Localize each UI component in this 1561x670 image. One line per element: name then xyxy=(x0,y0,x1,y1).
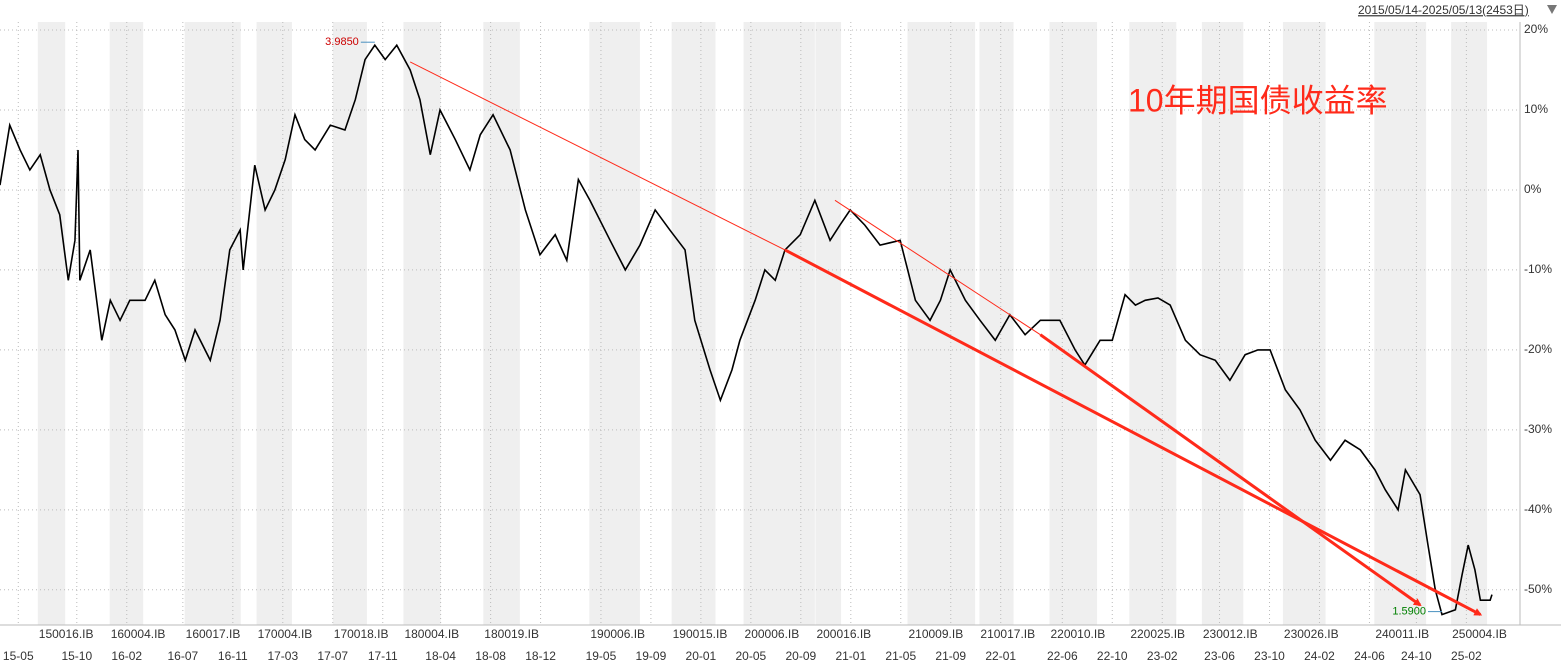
x-tick-label: 24-10 xyxy=(1401,649,1432,663)
trend-arrow xyxy=(1039,333,1422,607)
contract-band xyxy=(671,22,716,625)
plot: 3.9850 1.5900 xyxy=(0,36,1493,618)
contract-label: 190015.IB xyxy=(673,627,728,641)
x-tick-label: 19-05 xyxy=(586,649,617,663)
contract-band xyxy=(815,22,842,625)
y-tick-label: -10% xyxy=(1524,262,1552,276)
contract-band xyxy=(332,22,367,625)
dropdown-icon[interactable] xyxy=(1547,5,1557,14)
x-tick-label: 20-09 xyxy=(785,649,816,663)
x-tick-label: 18-04 xyxy=(425,649,456,663)
contract-label: 250004.IB xyxy=(1452,627,1507,641)
x-tick-label: 17-11 xyxy=(368,649,398,663)
x-tick-label: 18-12 xyxy=(525,649,556,663)
contract-label: 160004.IB xyxy=(111,627,166,641)
x-tick-label: 15-10 xyxy=(61,649,92,663)
contract-band xyxy=(483,22,520,625)
trend-line xyxy=(834,199,1041,336)
contract-label: 170004.IB xyxy=(258,627,313,641)
x-tick-label: 22-10 xyxy=(1097,649,1128,663)
contract-label: 230012.IB xyxy=(1203,627,1258,641)
contract-label: 200016.IB xyxy=(816,627,871,641)
annotation: 10年期国债收益率 xyxy=(1128,82,1388,118)
x-tick-label: 20-05 xyxy=(736,649,767,663)
x-tick-label: 21-09 xyxy=(935,649,966,663)
contract-band xyxy=(589,22,640,625)
x-tick-label: 24-06 xyxy=(1354,649,1385,663)
x-tick-label: 21-01 xyxy=(835,649,866,663)
contract-label: 160017.IB xyxy=(186,627,241,641)
contract-band xyxy=(1374,22,1427,625)
trend-line xyxy=(409,61,786,251)
contract-band xyxy=(184,22,241,625)
x-tick-label: 22-01 xyxy=(985,649,1016,663)
y-tick-label: -40% xyxy=(1524,502,1552,516)
y-tick-label: -50% xyxy=(1524,582,1552,596)
x-tick-label: 16-07 xyxy=(167,649,198,663)
grid xyxy=(0,22,1520,625)
y-tick-label: 10% xyxy=(1524,102,1548,116)
x-tick-label: 18-08 xyxy=(475,649,506,663)
contract-label: 180004.IB xyxy=(404,627,459,641)
contract-label: 150016.IB xyxy=(39,627,94,641)
contract-label: 210009.IB xyxy=(908,627,963,641)
contract-label: 190006.IB xyxy=(590,627,645,641)
contract-band xyxy=(743,22,815,625)
x-tick-label: 17-07 xyxy=(317,649,348,663)
series-line xyxy=(0,43,1493,616)
x-tick-label: 16-02 xyxy=(111,649,142,663)
x-tick-label: 25-02 xyxy=(1451,649,1482,663)
extreme-label: 1.5900 xyxy=(1392,606,1426,618)
y-tick-label: 20% xyxy=(1524,22,1548,36)
bands xyxy=(37,22,1488,625)
x-tick-label: 23-10 xyxy=(1254,649,1285,663)
contract-band xyxy=(907,22,976,625)
x-tick-label: 23-02 xyxy=(1147,649,1178,663)
contract-label: 230026.IB xyxy=(1284,627,1339,641)
x-tick-label: 16-11 xyxy=(218,649,248,663)
contract-band xyxy=(1129,22,1177,625)
contract-band xyxy=(37,22,66,625)
contract-label: 180019.IB xyxy=(484,627,539,641)
x-tick-label: 24-02 xyxy=(1304,649,1335,663)
x-tick-label: 15-05 xyxy=(3,649,34,663)
y-tick-label: -30% xyxy=(1524,422,1552,436)
contract-band xyxy=(979,22,1014,625)
contract-band xyxy=(256,22,292,625)
contract-label: 240011.IB xyxy=(1375,627,1429,641)
x-tick-label: 17-03 xyxy=(267,649,298,663)
contract-label: 210017.IB xyxy=(980,627,1035,641)
x-tick-label: 20-01 xyxy=(686,649,717,663)
contract-label: 170018.IB xyxy=(334,627,389,641)
x-tick-label: 23-06 xyxy=(1204,649,1235,663)
y-tick-label: 0% xyxy=(1524,182,1542,196)
contract-band xyxy=(1451,22,1488,625)
contract-label: 200006.IB xyxy=(745,627,800,641)
y-tick-label: -20% xyxy=(1524,342,1552,356)
contract-label: 220010.IB xyxy=(1050,627,1105,641)
contract-label: 220025.IB xyxy=(1130,627,1185,641)
extreme-label: 3.9850 xyxy=(325,36,359,48)
x-tick-label: 22-06 xyxy=(1047,649,1078,663)
contract-band xyxy=(403,22,441,625)
contract-band xyxy=(1282,22,1326,625)
x-tick-label: 21-05 xyxy=(885,649,916,663)
contract-band xyxy=(1201,22,1244,625)
date-range[interactable]: 2015/05/14-2025/05/13(2453日) xyxy=(1358,3,1529,17)
trend-arrow xyxy=(784,248,1483,616)
x-tick-label: 19-09 xyxy=(636,649,667,663)
contract-band xyxy=(1049,22,1098,625)
